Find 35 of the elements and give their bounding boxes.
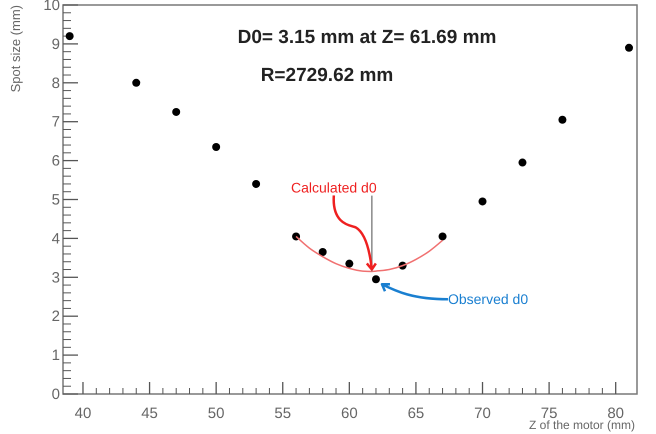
x-tick-label: 40 — [74, 405, 92, 422]
x-tick-label: 70 — [474, 405, 491, 422]
y-tick-label: 7 — [52, 114, 60, 131]
y-tick-label: 6 — [52, 152, 60, 170]
x-tick-label: 50 — [208, 405, 224, 422]
point — [478, 197, 487, 206]
x-tick-label: 65 — [408, 405, 424, 422]
x-tick-label: 55 — [274, 405, 292, 422]
y-tick-label: 4 — [52, 230, 60, 248]
y-tick-label: 8 — [52, 74, 60, 92]
point — [212, 142, 220, 151]
point — [132, 78, 140, 87]
y-axis-title: Spot size (mm) — [8, 5, 23, 92]
annotation: R=2729.62 mm — [260, 65, 394, 86]
y-tick-label: 9 — [52, 36, 60, 53]
point — [345, 260, 354, 268]
x-tick-label: 60 — [340, 405, 358, 422]
point — [438, 232, 447, 240]
point — [372, 275, 380, 284]
x-tick-label: 45 — [141, 405, 158, 422]
y-tick-label: 3 — [52, 269, 60, 286]
point — [558, 116, 566, 124]
point — [252, 180, 260, 188]
annotation: D0= 3.15 mm at Z= 61.69 mm — [238, 27, 496, 48]
y-tick-label: 0 — [52, 386, 60, 403]
point — [518, 158, 526, 167]
y-tick-label: 5 — [52, 192, 60, 208]
point — [318, 248, 327, 256]
annotation: Observed d0 — [448, 291, 528, 308]
point — [625, 44, 634, 52]
y-tick-label: 2 — [52, 308, 60, 326]
annotation: Calculated d0 — [291, 179, 377, 196]
y-tick-label: 1 — [52, 347, 60, 364]
point — [66, 32, 74, 40]
point — [172, 108, 180, 116]
